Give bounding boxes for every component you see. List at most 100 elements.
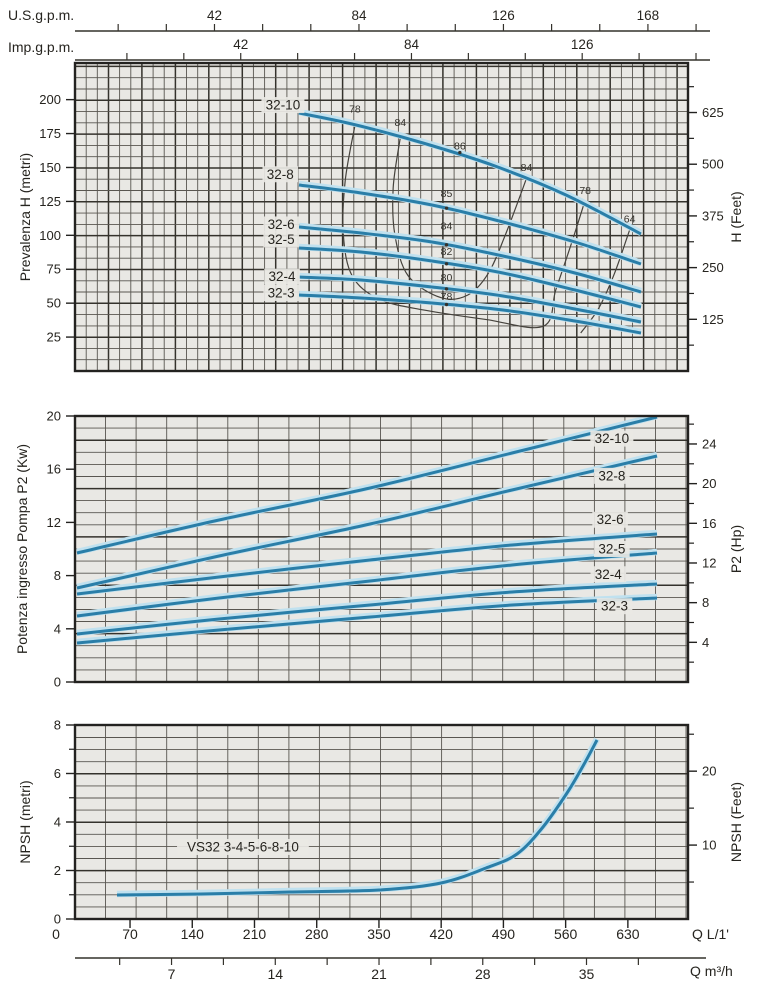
curve-label-bg — [263, 284, 299, 301]
ytick-left-label: 200 — [39, 92, 61, 107]
q-m3h-axis: 7 14 21 28 35 Q m³/h — [75, 957, 733, 982]
curve-32-6 — [76, 532, 658, 596]
bep-marker — [444, 287, 449, 291]
ytick-left-label: 20 — [47, 409, 61, 424]
axis-tick-label: 70 — [122, 926, 138, 942]
curve-32-8 — [76, 454, 658, 590]
curve-32-4 — [76, 582, 658, 636]
ytick-right-label: 16 — [702, 516, 716, 531]
efficiency-contour-84 — [392, 137, 528, 300]
ytick-right-label: 24 — [702, 436, 716, 451]
efficiency-label: 84 — [441, 220, 453, 232]
ytick-left-label: 16 — [47, 462, 61, 477]
axis-tick-label: 84 — [351, 8, 367, 23]
bep-marker — [444, 243, 449, 247]
axis-title-left: NPSH (metri) — [17, 780, 33, 863]
curve-label-bg — [594, 467, 630, 484]
axis-tick-label: 0 — [52, 926, 60, 942]
efficiency-label: 80 — [441, 272, 453, 284]
plot-border — [73, 61, 690, 373]
curve-label-bg — [590, 566, 627, 583]
curve-label-32-8: 32-8 — [598, 468, 625, 483]
axis-tick-label: 350 — [367, 926, 391, 942]
curve-32-6 — [298, 225, 642, 294]
ytick-right-label: 375 — [702, 208, 724, 223]
grid — [75, 63, 688, 371]
axis-tick-label: 126 — [492, 8, 515, 23]
ytick-left-label: 150 — [39, 160, 61, 175]
axis-tick-label: 168 — [637, 8, 660, 23]
ytick-left-label: 8 — [54, 718, 61, 733]
axis-title-left: Potenza ingresso Pompa P2 (Kw) — [14, 444, 30, 654]
ytick-right-label: 500 — [702, 157, 724, 172]
curve-32-8 — [298, 183, 642, 266]
ytick-left-label: 125 — [39, 194, 61, 209]
curve-label-bg — [596, 598, 633, 615]
grid — [75, 725, 688, 919]
ytick-right-label: 10 — [702, 838, 716, 853]
curve-label-32-3: 32-3 — [601, 599, 628, 614]
curve-label-bg — [262, 166, 299, 183]
ytick-left-label: 0 — [54, 675, 61, 690]
efficiency-label: 78 — [441, 291, 453, 303]
efficiency-label: 82 — [441, 246, 453, 258]
curve-label-32-5: 32-5 — [598, 542, 625, 557]
axis-tick-label: 84 — [404, 37, 420, 52]
ytick-left-label: 175 — [39, 126, 61, 141]
curve-label-bg — [264, 268, 300, 285]
ytick-left-label: 50 — [47, 296, 61, 311]
bep-marker — [444, 206, 449, 210]
ytick-left-label: 4 — [54, 815, 61, 830]
axis-title-right: NPSH (Feet) — [728, 782, 744, 862]
curve-label-32-5: 32-5 — [268, 232, 295, 247]
axis-unit-label: Imp.g.p.m. — [8, 39, 74, 55]
curve-label-32-10: 32-10 — [595, 431, 630, 446]
efficiency-label: 64 — [624, 214, 636, 226]
curve-label-32-3: 32-3 — [268, 285, 295, 300]
axis-tick-label: 28 — [475, 966, 491, 982]
curve-32-3 — [298, 293, 642, 335]
bep-marker — [458, 150, 462, 155]
ytick-right-label: 20 — [702, 764, 716, 779]
ytick-left-label: 25 — [47, 330, 61, 345]
axis-tick-label: 14 — [267, 966, 283, 982]
bep-marker — [444, 302, 449, 307]
efficiency-label: 86 — [454, 140, 466, 152]
axis-tick-label: 35 — [579, 966, 595, 982]
axis-tick-label: 126 — [571, 37, 594, 52]
curve-VS32 3-4-5-6-8-10 — [116, 739, 599, 897]
axis-tick-label: 21 — [371, 966, 387, 982]
plot-border — [73, 723, 690, 921]
axis-unit-label: U.S.g.p.m. — [8, 7, 74, 23]
curve-32-10 — [76, 416, 658, 555]
curve-32-10 — [298, 111, 642, 236]
imp-gpm-axis: 42 84 126 Imp.g.p.m. — [8, 37, 710, 61]
ytick-right-label: 625 — [702, 105, 724, 120]
curve-label-VS32-3-4-5-6-8-10: VS32 3-4-5-6-8-10 — [187, 839, 299, 854]
ytick-left-label: 2 — [54, 863, 61, 878]
ytick-right-label: 250 — [702, 260, 724, 275]
ytick-right-label: 125 — [702, 312, 724, 327]
us-gpm-axis: 42 84 126 168 U.S.g.p.m. — [8, 7, 710, 32]
ytick-right-label: 20 — [702, 476, 716, 491]
curve-label-32-4: 32-4 — [269, 269, 297, 284]
plot-border — [73, 414, 690, 684]
curve-label-bg — [592, 511, 628, 528]
axis-tick-label: 630 — [616, 926, 640, 942]
curve-32-4 — [298, 275, 642, 324]
axis-unit-label: Q L/1' — [692, 926, 729, 942]
curve-label-32-6: 32-6 — [597, 512, 624, 527]
curve-32-3 — [76, 596, 658, 645]
axis-title-left: Prevalenza H (metri) — [17, 153, 33, 281]
ytick-left-label: 12 — [47, 515, 61, 530]
curve-label-bg — [261, 97, 305, 114]
axis-title-right: P2 (Hp) — [728, 525, 744, 573]
efficiency-contour-78 — [342, 125, 586, 329]
plot-head-flow: 32-10 32-8 32-632-5 32-432-3 78 84 86 84 85 78 84 6… — [17, 61, 744, 373]
ytick-left-label: 8 — [54, 568, 61, 583]
top-flow-axes: 42 84 126 168 U.S.g.p.m. 42 84 126 Imp.g.p.m. — [8, 7, 710, 61]
axis-tick-label: 42 — [207, 8, 222, 23]
curve-label-bg — [590, 430, 634, 447]
axis-tick-label: 280 — [305, 926, 329, 942]
